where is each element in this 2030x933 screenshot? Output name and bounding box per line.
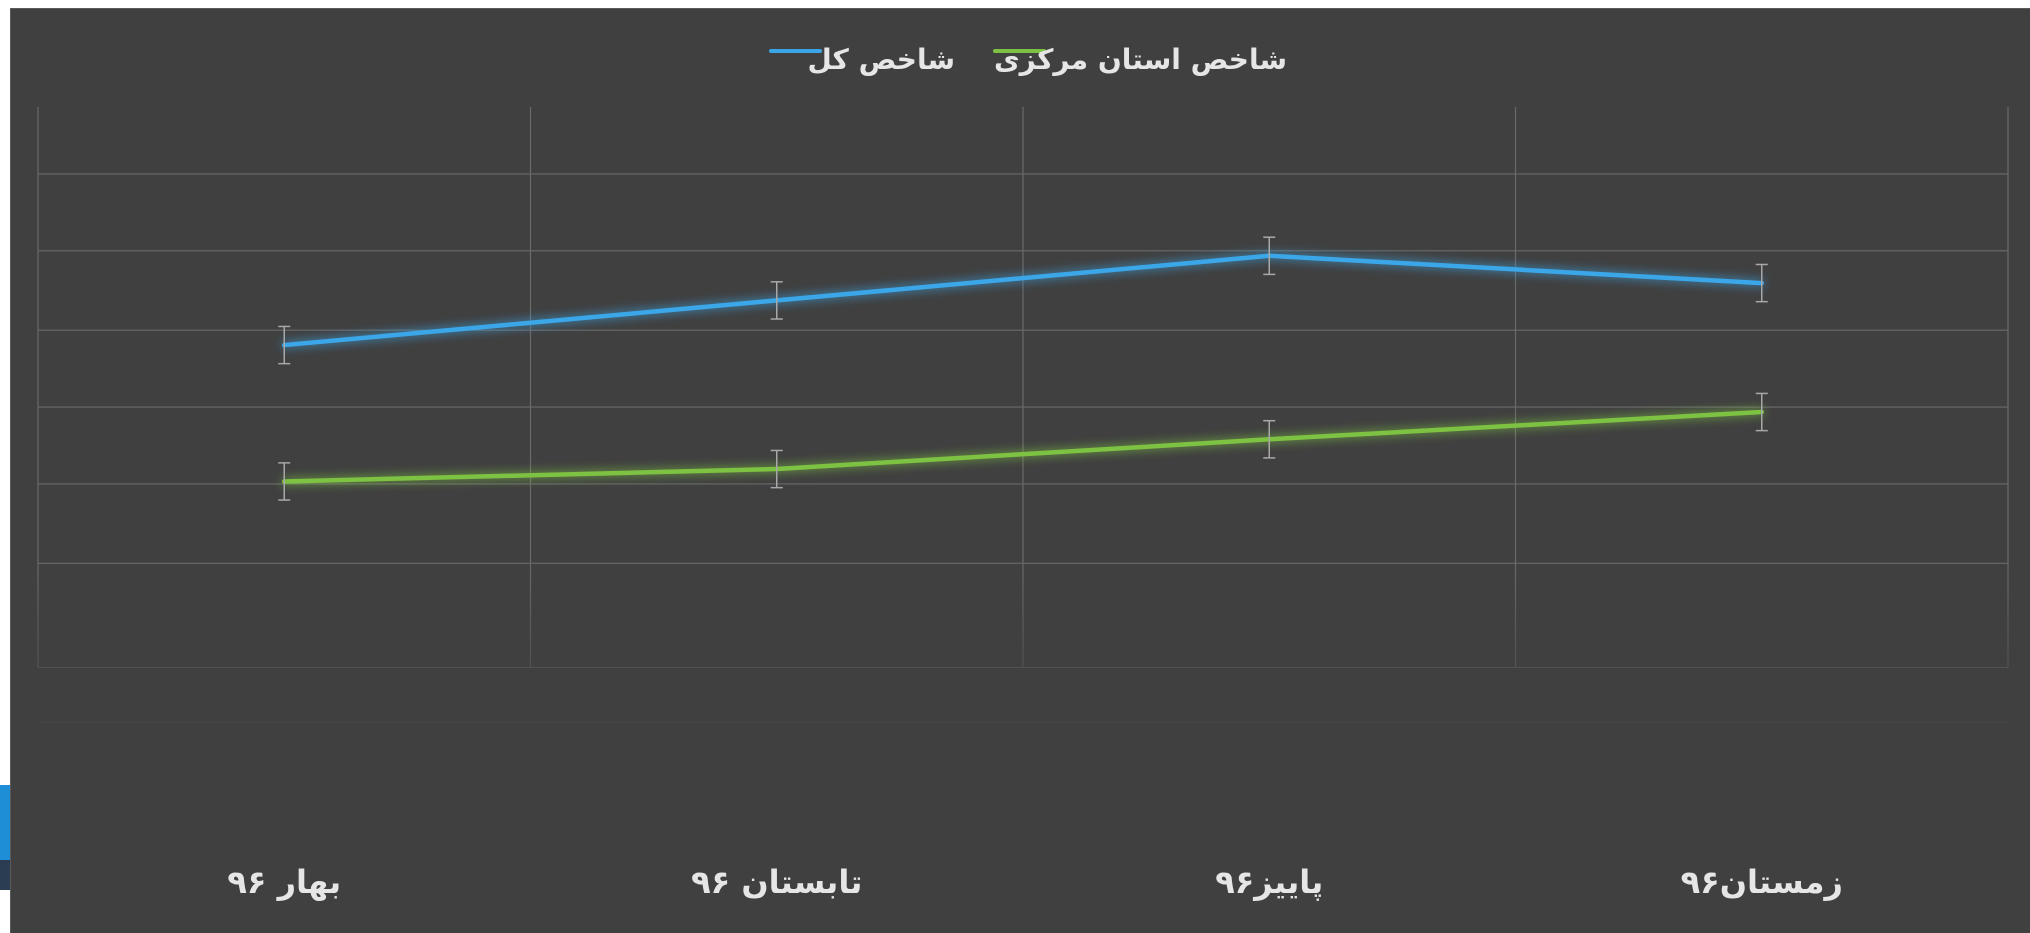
legend-label-total-index: شاخص کل: [808, 43, 955, 76]
x-tick-label: بهار ۹۶: [227, 863, 341, 901]
legend-label-markazi-index: شاخص استان مرکزی: [994, 43, 1287, 76]
x-axis-tick-labels: بهار ۹۶ تابستان ۹۶ پاییز۹۶ زمستان۹۶: [227, 863, 1843, 901]
series-group: [278, 236, 1768, 501]
slide-accent-blue-shape: [0, 785, 10, 875]
series-line: [282, 253, 1764, 348]
chart-panel: [10, 8, 2030, 933]
gridline-fade-overlay: [35, 560, 2010, 740]
slide-accent-dark-shape: [0, 860, 10, 890]
series-line: [282, 409, 1764, 484]
legend: شاخص کل شاخص استان مرکزی: [769, 43, 1287, 76]
x-tick-label: تابستان ۹۶: [691, 863, 862, 901]
x-tick-label: پاییز۹۶: [1215, 863, 1323, 901]
x-tick-label: زمستان۹۶: [1681, 863, 1843, 901]
